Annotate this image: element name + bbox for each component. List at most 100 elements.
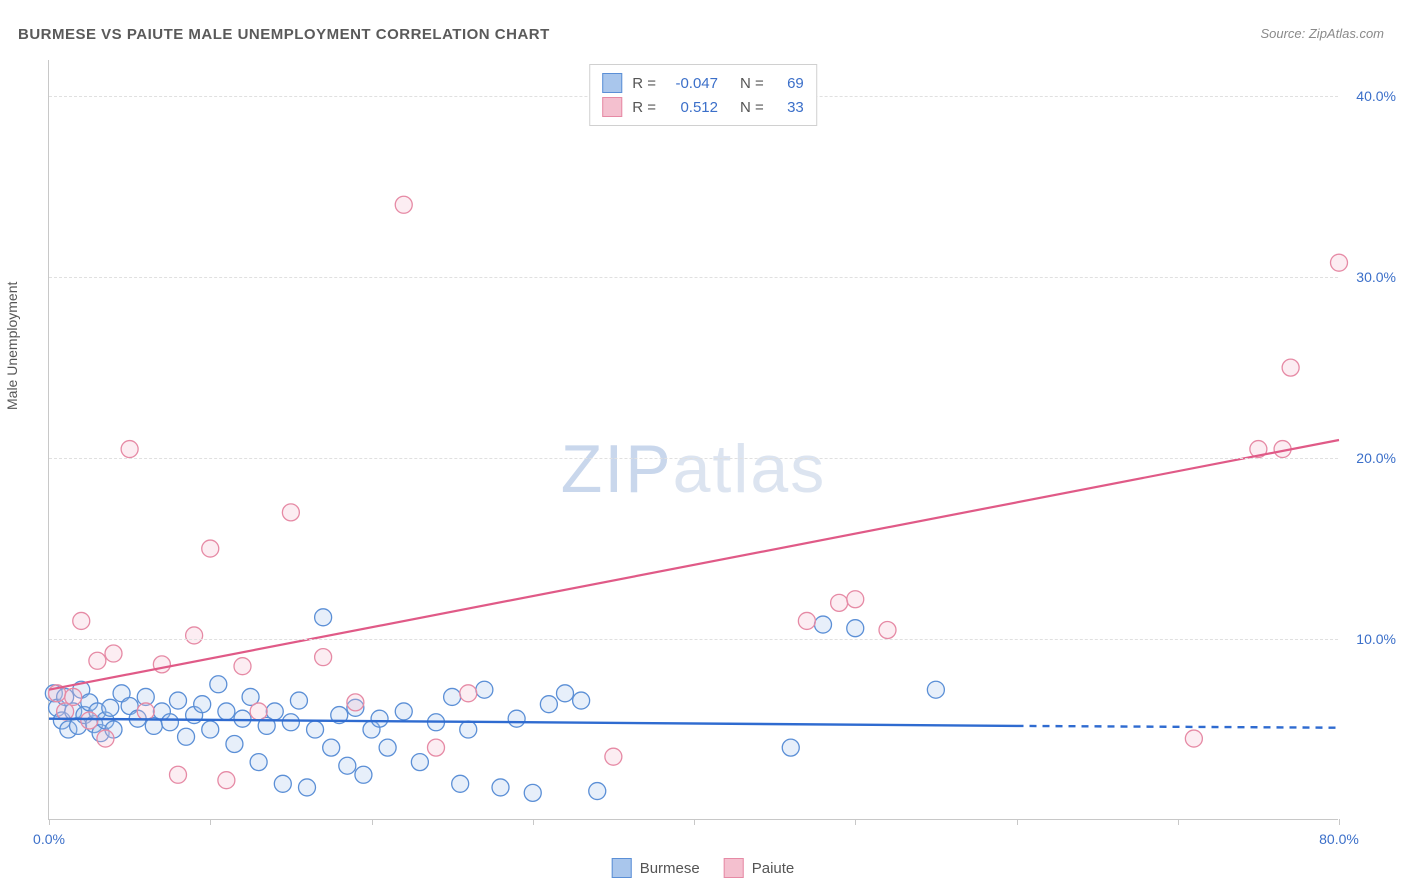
scatter-point [105, 645, 122, 662]
x-tick [372, 819, 373, 825]
scatter-point [274, 775, 291, 792]
plot-area: ZIPatlas 10.0%20.0%30.0%40.0%0.0%80.0% [48, 60, 1338, 820]
scatter-point [250, 703, 267, 720]
scatter-point [476, 681, 493, 698]
scatter-point [395, 196, 412, 213]
legend-swatch [602, 73, 622, 93]
scatter-point [815, 616, 832, 633]
scatter-point [927, 681, 944, 698]
scatter-point [234, 710, 251, 727]
stats-r-value: 0.512 [666, 99, 718, 116]
stats-r-value: -0.047 [666, 75, 718, 92]
chart-title: BURMESE VS PAIUTE MALE UNEMPLOYMENT CORR… [18, 26, 550, 43]
gridline [49, 277, 1338, 278]
stats-r-label: R = [632, 99, 656, 116]
source-attribution: Source: ZipAtlas.com [1260, 26, 1384, 41]
legend-item: Burmese [612, 858, 700, 878]
scatter-point [299, 779, 316, 796]
scatter-point [492, 779, 509, 796]
y-axis-label: Male Unemployment [4, 282, 20, 410]
scatter-point [250, 754, 267, 771]
x-tick [855, 819, 856, 825]
scatter-point [540, 696, 557, 713]
scatter-point [65, 688, 82, 705]
stats-row: R =-0.047N =69 [602, 71, 804, 95]
scatter-point [102, 699, 119, 716]
x-tick [49, 819, 50, 825]
scatter-point [266, 703, 283, 720]
scatter-point [194, 696, 211, 713]
scatter-point [121, 441, 138, 458]
stats-row: R = 0.512 N = 33 [602, 95, 804, 119]
scatter-point [847, 620, 864, 637]
scatter-point [879, 622, 896, 639]
x-tick [1178, 819, 1179, 825]
scatter-point [307, 721, 324, 738]
scatter-point [282, 714, 299, 731]
gridline [49, 458, 1338, 459]
scatter-point [323, 739, 340, 756]
scatter-point [782, 739, 799, 756]
scatter-point [573, 692, 590, 709]
scatter-point [428, 739, 445, 756]
trend-line-extrapolated [1017, 726, 1340, 728]
scatter-point [1282, 359, 1299, 376]
trend-line [49, 440, 1339, 690]
scatter-point [290, 692, 307, 709]
scatter-point [210, 676, 227, 693]
legend-swatch [612, 858, 632, 878]
scatter-point [73, 612, 90, 629]
scatter-point [605, 748, 622, 765]
gridline [49, 639, 1338, 640]
legend-item: Paiute [724, 858, 795, 878]
x-tick [533, 819, 534, 825]
scatter-point [1331, 254, 1348, 271]
scatter-point [847, 591, 864, 608]
scatter-point [798, 612, 815, 629]
scatter-point [831, 594, 848, 611]
scatter-point [347, 694, 364, 711]
scatter-point [218, 772, 235, 789]
x-tick [1017, 819, 1018, 825]
legend-label: Burmese [640, 860, 700, 877]
correlation-chart: BURMESE VS PAIUTE MALE UNEMPLOYMENT CORR… [0, 0, 1406, 892]
y-tick-label: 40.0% [1356, 88, 1396, 104]
y-tick-label: 30.0% [1356, 269, 1396, 285]
scatter-point [137, 703, 154, 720]
bottom-legend: Burmese Paiute [612, 858, 795, 878]
y-tick-label: 20.0% [1356, 450, 1396, 466]
plot-svg [49, 60, 1338, 819]
scatter-point [226, 736, 243, 753]
legend-swatch [724, 858, 744, 878]
legend-swatch [602, 97, 622, 117]
scatter-point [89, 652, 106, 669]
scatter-point [315, 649, 332, 666]
scatter-point [589, 783, 606, 800]
x-tick-label: 80.0% [1319, 831, 1359, 847]
legend-label: Paiute [752, 860, 795, 877]
scatter-point [339, 757, 356, 774]
stats-r-label: R = [632, 75, 656, 92]
scatter-point [395, 703, 412, 720]
scatter-point [97, 730, 114, 747]
scatter-point [202, 540, 219, 557]
stats-n-label: N = [740, 99, 764, 116]
scatter-point [452, 775, 469, 792]
scatter-point [153, 656, 170, 673]
scatter-point [508, 710, 525, 727]
scatter-point [371, 710, 388, 727]
scatter-point [161, 714, 178, 731]
scatter-point [524, 784, 541, 801]
scatter-point [186, 627, 203, 644]
scatter-point [234, 658, 251, 675]
scatter-point [81, 712, 98, 729]
scatter-point [444, 688, 461, 705]
scatter-point [379, 739, 396, 756]
scatter-point [282, 504, 299, 521]
stats-n-value: 33 [774, 99, 804, 116]
scatter-point [355, 766, 372, 783]
scatter-point [202, 721, 219, 738]
x-tick [1339, 819, 1340, 825]
stats-n-label: N = [740, 75, 764, 92]
scatter-point [315, 609, 332, 626]
